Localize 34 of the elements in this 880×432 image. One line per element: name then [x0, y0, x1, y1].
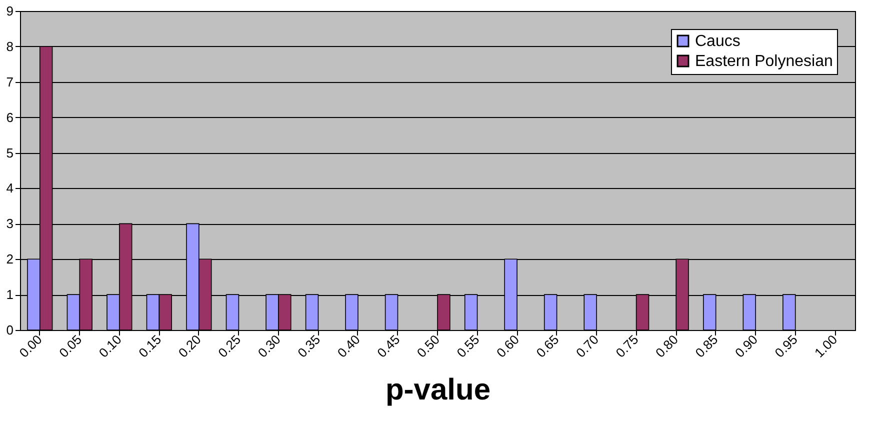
x-tick-label: 0.95 [772, 332, 800, 360]
y-tick-label: 0 [6, 322, 14, 338]
x-tick-label: 0.85 [692, 332, 721, 360]
x-tick-label: 0.30 [254, 332, 284, 360]
x-tick-label: 0.10 [96, 332, 124, 360]
x-tick-label: 0.50 [414, 332, 442, 360]
x-tick-label: 0.60 [493, 332, 522, 360]
y-tick-label: 8 [6, 38, 14, 54]
y-tick-label: 2 [6, 252, 14, 267]
y-tick-label: 4 [6, 180, 14, 196]
y-tick-label: 6 [6, 110, 14, 125]
x-tick-label: 1.00 [812, 332, 840, 360]
x-tick-label: 0.65 [533, 332, 562, 360]
x-tick-label: 0.20 [175, 332, 204, 360]
y-tick-label: 5 [6, 145, 14, 160]
x-tick-label: 0.15 [136, 332, 164, 360]
y-tick-label: 9 [6, 4, 14, 18]
x-tick-label: 0.75 [612, 332, 642, 360]
y-tick-label: 1 [6, 287, 14, 302]
x-axis-title: p-value [385, 373, 491, 406]
x-tick-label: 0.05 [56, 332, 85, 360]
legend-label: Caucs [695, 33, 740, 50]
x-tick-label: 0.35 [294, 332, 324, 360]
x-tick-label: 0.80 [652, 332, 682, 360]
x-tick-label: 0.55 [454, 332, 482, 360]
x-tick-label: 0.25 [215, 332, 244, 360]
x-tick-label: 0.70 [572, 332, 602, 360]
x-tick-label: 0.45 [374, 332, 403, 360]
y-tick-label: 3 [6, 216, 14, 232]
legend-label: Eastern Polynesian [695, 53, 833, 70]
x-tick-label: 0.40 [334, 332, 363, 360]
x-tick-label: 0.00 [16, 332, 45, 360]
x-tick-label: 0.90 [732, 332, 761, 360]
y-tick-label: 7 [6, 74, 14, 90]
